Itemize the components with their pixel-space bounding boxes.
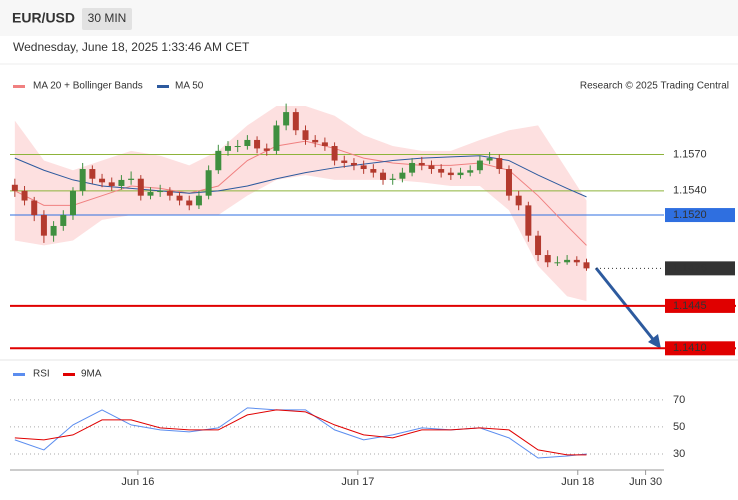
candle-body	[321, 142, 328, 147]
candle-body	[254, 139, 261, 149]
candle-body	[215, 150, 222, 171]
candle-body	[486, 158, 493, 161]
level-label: 1.1540	[673, 185, 707, 197]
candle-body	[573, 259, 580, 263]
x-tick-label: Jun 16	[121, 476, 154, 488]
candle-body	[341, 160, 348, 163]
candle-body	[535, 235, 542, 256]
candle-body	[467, 170, 474, 173]
candle-body	[350, 162, 357, 166]
level-tag	[665, 298, 735, 313]
candle-body	[428, 165, 435, 170]
candle-body	[292, 112, 299, 131]
rsi-line	[14, 409, 587, 456]
legend-swatch	[13, 85, 25, 88]
candle-body	[438, 169, 445, 173]
level-label: 1.1570	[673, 148, 707, 160]
level-label: 1.1476	[673, 262, 707, 274]
x-tick-label: Jun 17	[341, 476, 374, 488]
candle-body	[544, 255, 551, 263]
legend-label: 9MA	[81, 369, 102, 380]
candle-body	[21, 190, 28, 201]
interval: 30 MIN	[88, 11, 127, 25]
candle-body	[128, 178, 135, 180]
candle-body	[195, 195, 202, 206]
candle-body	[11, 184, 18, 191]
legend-label: RSI	[33, 369, 50, 380]
x-tick-label: Jun 18	[561, 476, 594, 488]
candle-body	[399, 172, 406, 179]
interval-box	[82, 8, 132, 30]
rsi-line	[14, 407, 587, 459]
legend-label: MA 50	[175, 81, 204, 92]
candle-body	[147, 192, 154, 196]
candle-body	[389, 178, 396, 180]
candle-body	[225, 146, 231, 151]
candle-body	[476, 160, 483, 171]
candle-body	[186, 200, 193, 206]
candle-body	[108, 182, 115, 186]
level-tag	[665, 208, 735, 223]
candle-body	[40, 215, 47, 236]
candle-body	[583, 262, 590, 269]
candle-body	[263, 148, 270, 151]
candle-body	[176, 195, 183, 201]
legend-label: MA 20 + Bollinger Bands	[33, 81, 143, 92]
candle-body	[137, 178, 144, 196]
candle-body	[79, 169, 86, 191]
level-label: 1.1410	[673, 342, 707, 354]
candle-body	[380, 172, 387, 180]
level-tag	[665, 261, 735, 276]
candle-body	[515, 195, 522, 206]
candle-body	[166, 190, 173, 196]
candle-body	[118, 179, 125, 186]
candle-body	[99, 178, 106, 183]
candle-body	[283, 112, 290, 126]
candle-body	[302, 130, 309, 140]
level-label: 1.1520	[673, 209, 707, 221]
candle-body	[69, 190, 76, 216]
candle-body	[31, 200, 38, 216]
level-label: 1.1445	[673, 300, 707, 312]
candle-body	[360, 165, 367, 170]
candle-body	[234, 146, 241, 148]
candle-body	[409, 162, 416, 173]
candle-body	[157, 190, 164, 193]
candle-body	[331, 146, 338, 161]
legend-swatch	[157, 85, 169, 88]
candle-body	[418, 162, 425, 166]
candle-body	[50, 225, 57, 236]
candle-body	[447, 172, 454, 176]
candle-body	[312, 139, 319, 143]
y-tick-label: 30	[673, 448, 685, 460]
x-tick-label: Jun 30	[629, 476, 662, 488]
candle-body	[273, 125, 280, 151]
credit: Research © 2025 Trading Central	[580, 81, 729, 92]
candle-body	[244, 139, 251, 147]
level-tag	[665, 341, 735, 356]
legend-swatch	[13, 373, 25, 376]
candle-body	[60, 215, 67, 226]
timestamp: Wednesday, June 18, 2025 1:33:46 AM CET	[13, 40, 250, 54]
candle-body	[564, 259, 571, 263]
symbol: EUR/USD	[12, 10, 75, 26]
candle-body	[457, 172, 464, 176]
y-tick-label: 70	[673, 394, 685, 406]
bollinger-band	[14, 106, 587, 302]
candle-body	[205, 170, 212, 196]
legend-swatch	[63, 373, 75, 376]
candle-body	[525, 205, 532, 236]
candle-body	[554, 262, 561, 264]
candle-body	[505, 169, 512, 196]
candle-body	[370, 169, 377, 173]
candle-body	[89, 169, 96, 179]
y-tick-label: 50	[673, 421, 685, 433]
projection-arrowhead	[648, 334, 661, 349]
candle-body	[496, 158, 503, 170]
